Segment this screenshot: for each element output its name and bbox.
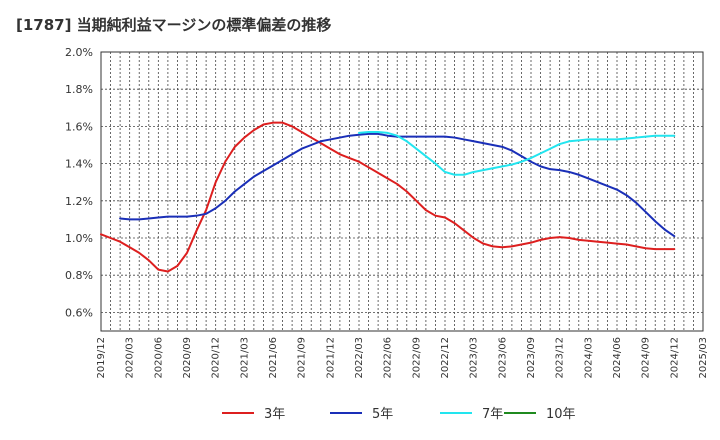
x-tick-label: 2022/06: [383, 337, 394, 379]
x-tick-label: 2024/03: [583, 337, 594, 379]
legend: 3年 5年 7年 10年: [222, 407, 576, 422]
x-tick-label: 2024/09: [641, 337, 652, 379]
axis-layer: 2.0% 1.8% 1.6% 1.4% 1.2% 1.0% 0.8% 0.6% 2019/12 2…: [65, 46, 709, 379]
legend-label-1: 3年: [264, 407, 285, 422]
x-tick-label: 2020/06: [153, 337, 164, 379]
x-tick-label: 2023/06: [497, 337, 508, 379]
series-line-1: [100, 121, 676, 273]
x-tick-label: 2022/03: [354, 337, 365, 379]
series-layer: [100, 121, 676, 273]
y-tick-label: 1.6%: [65, 120, 93, 133]
legend-label-4: 10年: [546, 407, 576, 422]
y-tick-label: 2.0%: [65, 46, 93, 59]
x-tick-label: 2024/06: [612, 337, 623, 379]
x-tick-label: 2021/06: [268, 337, 279, 379]
y-tick-label: 1.4%: [65, 158, 93, 171]
x-tick-label: 2023/12: [555, 337, 566, 379]
y-tick-label: 0.8%: [65, 269, 93, 282]
x-tick-label: 2021/12: [325, 337, 336, 379]
y-tick-label: 1.8%: [65, 83, 93, 96]
series-line-3: [358, 130, 676, 176]
legend-label-2: 5年: [372, 407, 393, 422]
grid-layer: [100, 51, 704, 332]
x-tick-label: 2020/12: [211, 337, 222, 379]
x-tick-label: 2025/03: [698, 337, 709, 379]
x-tick-label: 2023/09: [526, 337, 537, 379]
x-tick-label: 2021/03: [239, 337, 250, 379]
y-tick-label: 1.2%: [65, 195, 93, 208]
x-tick-label: 2022/09: [411, 337, 422, 379]
x-tick-label: 2024/12: [669, 337, 680, 379]
x-tick-label: 2023/03: [469, 337, 480, 379]
x-tick-label: 2020/03: [125, 337, 136, 379]
x-tick-label: 2022/12: [440, 337, 451, 379]
x-tick-label: 2019/12: [96, 337, 107, 379]
plot-frame: [100, 51, 704, 332]
x-tick-label: 2020/09: [182, 337, 193, 379]
x-tick-label: 2021/09: [297, 337, 308, 379]
y-tick-label: 1.0%: [65, 232, 93, 245]
chart-title: [1787] 当期純利益マージンの標準偏差の推移: [16, 16, 332, 34]
y-tick-label: 0.6%: [65, 306, 93, 319]
legend-label-3: 7年: [482, 407, 503, 422]
